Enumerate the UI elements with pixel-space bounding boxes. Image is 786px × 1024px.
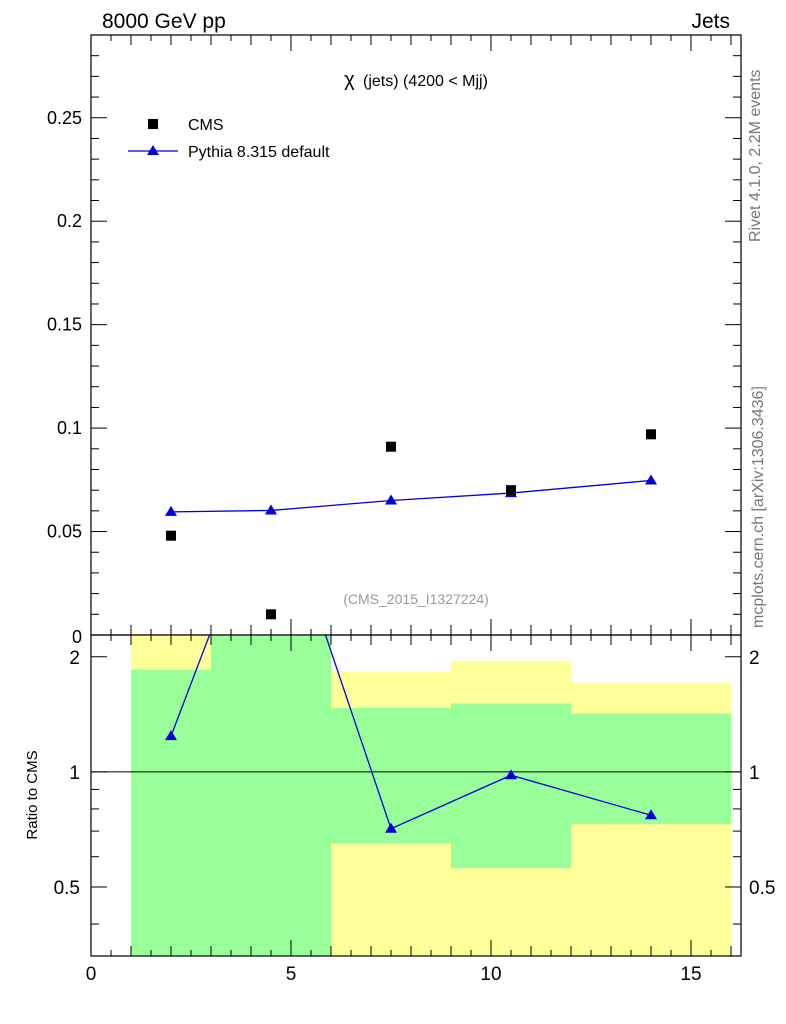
ratio-y-tick-label-right: 0.5	[749, 878, 775, 899]
y-tick-label: 0.2	[57, 211, 82, 231]
cms-point	[266, 609, 276, 620]
uncertainty-band-green	[211, 635, 331, 956]
pythia-line	[170, 479, 652, 513]
ratio-y-tick-label-left: 2	[69, 648, 80, 669]
plot-title: χ (jets) (4200 < Mjj)	[344, 69, 488, 91]
uncertainty-band-green	[131, 669, 211, 956]
uncertainty-band-green	[451, 703, 571, 869]
x-tick-label: 15	[680, 964, 701, 985]
ratio-y-axis-label: Ratio to CMS	[24, 750, 41, 839]
ratio-point	[645, 809, 657, 820]
main-plot: (CMS_2015_I1327224) 0.05 0.1 0.15 0.2 0.25 0…	[47, 34, 742, 647]
cms-point	[506, 485, 516, 496]
ratio-y-tick-label-right: 2	[749, 648, 760, 669]
x-tick-label: 10	[480, 964, 501, 985]
pythia-point	[385, 494, 397, 505]
y-tick-label: 0.25	[47, 108, 82, 128]
cms-point	[386, 441, 396, 452]
ratio-point	[385, 822, 397, 833]
x-tick-label: 0	[86, 964, 97, 985]
ratio-plot: 0.5 0.51 12 20 5 10 15 Ratio to CMS	[24, 468, 775, 985]
uncertainty-band-green	[331, 707, 451, 844]
pythia-point	[645, 474, 657, 485]
y-tick-label: 0.15	[47, 315, 82, 335]
ratio-y-tick-label-left: 0.5	[54, 878, 80, 899]
rivet-label: Rivet 4.1.0, 2.2M events	[747, 69, 764, 242]
pythia-point	[265, 504, 277, 515]
ratio-point	[265, 468, 277, 478]
y-tick-label: 0.05	[47, 522, 82, 542]
legend-label-pythia: Pythia 8.315 default	[188, 144, 330, 161]
title-symbol: χ	[344, 69, 355, 91]
y-tick-label-zero: 0	[72, 627, 82, 647]
header-right: Jets	[691, 10, 730, 33]
legend-marker-cms	[148, 119, 158, 129]
ratio-point	[505, 769, 517, 780]
cms-point	[646, 429, 656, 440]
ratio-y-tick-label-left: 1	[69, 763, 80, 784]
uncertainty-band-green	[571, 713, 731, 825]
ratio-point	[165, 730, 177, 741]
legend-label-cms: CMS	[188, 117, 224, 134]
ratio-plot-frame	[90, 634, 742, 957]
analysis-watermark: (CMS_2015_I1327224)	[343, 591, 489, 607]
pythia-point	[165, 505, 177, 516]
header-left: 8000 GeV pp	[102, 10, 226, 33]
mcplots-label: mcplots.cern.ch [arXiv:1306.3436]	[750, 386, 767, 628]
legend: CMS Pythia 8.315 default	[128, 117, 330, 161]
legend-marker-pythia	[147, 145, 159, 155]
ratio-y-tick-label-right: 1	[749, 763, 760, 784]
x-tick-label: 5	[286, 964, 297, 985]
y-tick-label: 0.1	[57, 418, 82, 438]
cms-point	[166, 530, 176, 541]
title-text: (jets) (4200 < Mjj)	[363, 73, 488, 90]
